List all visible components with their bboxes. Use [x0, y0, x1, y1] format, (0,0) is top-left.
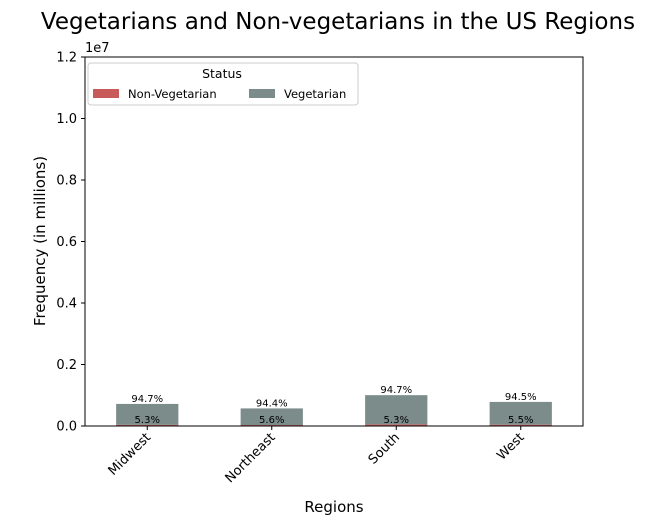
y-offset-label: 1e7: [85, 41, 110, 56]
legend-label-non-vegetarian: Non-Vegetarian: [128, 87, 217, 101]
legend-label-vegetarian: Vegetarian: [284, 87, 346, 101]
bar-label-vegetarian-west: 94.5%: [505, 392, 537, 403]
legend-items: Non-Vegetarian Vegetarian: [93, 87, 346, 101]
bar-labels-layer: 5.3% 94.7% 5.6% 94.4% 5.3% 94.7% 5.5% 94.5%: [131, 385, 536, 426]
x-axis: Midwest Northeast South West: [106, 426, 528, 486]
legend-box: [87, 62, 359, 106]
bar-non-vegetarian-midwest: [116, 424, 179, 426]
bar-label-non-vegetarian-west: 5.5%: [508, 415, 533, 426]
plot-frame: [84, 56, 584, 427]
x-tick-label-midwest: Midwest: [106, 430, 155, 479]
y-tick-label: 1.0: [56, 112, 77, 127]
y-tick-label: 0.4: [56, 297, 77, 312]
bar-label-vegetarian-south: 94.7%: [380, 385, 412, 396]
bar-label-vegetarian-northeast: 94.4%: [256, 398, 288, 409]
chart-title: Vegetarians and Non-vegetarians in the U…: [41, 9, 635, 35]
y-tick-label: 1.2: [56, 51, 77, 66]
x-tick-label-south: South: [366, 430, 403, 467]
y-axis: 0.0 0.2 0.4 0.6 0.8 1.0 1.2: [56, 51, 85, 435]
legend-title: Status: [202, 66, 242, 81]
bar-vegetarian-midwest: [116, 403, 179, 425]
bars-layer: [116, 395, 552, 426]
bar-label-non-vegetarian-northeast: 5.6%: [259, 415, 284, 426]
x-tick-label-northeast: Northeast: [223, 430, 279, 486]
legend-swatch-vegetarian: [249, 89, 275, 98]
y-tick-label: 0.6: [56, 235, 77, 250]
x-tick-label-west: West: [494, 430, 527, 463]
y-tick-label: 0.2: [56, 358, 77, 373]
bar-label-non-vegetarian-midwest: 5.3%: [135, 415, 160, 426]
legend-swatch-non-vegetarian: [93, 89, 119, 98]
bar-vegetarian-west: [489, 401, 552, 425]
bar-label-vegetarian-midwest: 94.7%: [131, 394, 163, 405]
bar-label-non-vegetarian-south: 5.3%: [384, 415, 409, 426]
y-axis-label: Frequency (in millions): [31, 156, 49, 326]
bar-vegetarian-northeast: [240, 408, 303, 426]
legend: Status Non-Vegetarian Vegetarian: [87, 62, 359, 106]
bar-non-vegetarian-west: [489, 424, 552, 426]
bar-non-vegetarian-northeast: [240, 424, 303, 426]
bar-non-vegetarian-south: [365, 424, 428, 426]
y-tick-label: 0.8: [56, 174, 77, 189]
x-axis-label: Regions: [304, 498, 363, 516]
y-tick-label: 0.0: [56, 420, 77, 435]
bar-vegetarian-south: [365, 395, 428, 425]
